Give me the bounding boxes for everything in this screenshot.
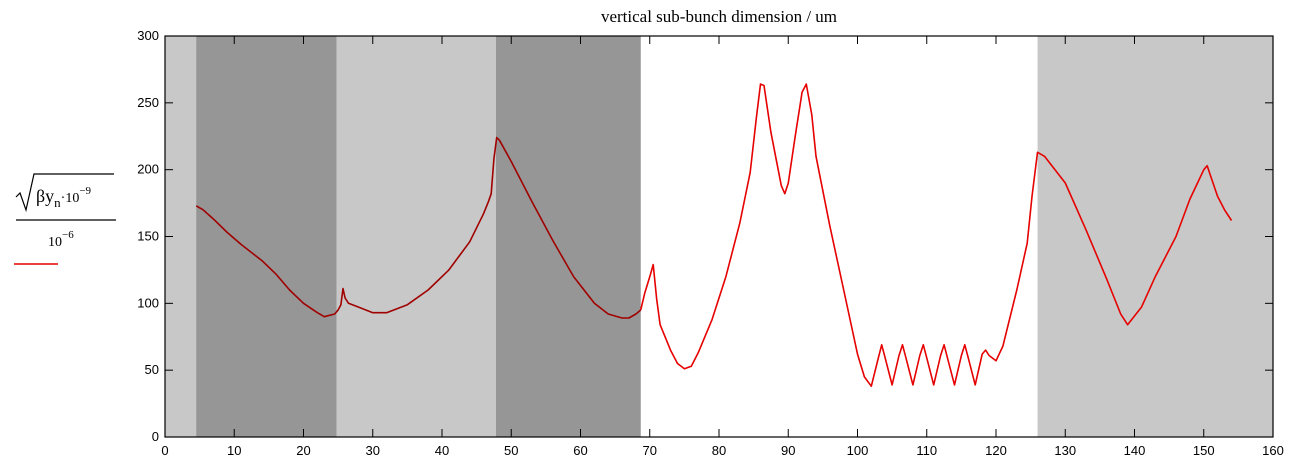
shaded-band-3: [496, 36, 641, 437]
x-tick-label: 100: [847, 443, 869, 458]
y-label-symbol: βy: [36, 186, 54, 206]
y-tick-label: 300: [137, 28, 159, 43]
y-tick-label: 150: [137, 229, 159, 244]
chart-title: vertical sub-bunch dimension / um: [601, 7, 837, 26]
x-tick-label: 110: [916, 443, 937, 458]
shaded-band-1: [196, 36, 337, 437]
x-tick-label: 140: [1124, 443, 1146, 458]
x-tick-label: 30: [366, 443, 380, 458]
y-label-den-base: 10: [48, 235, 62, 250]
x-tick-label: 40: [435, 443, 449, 458]
series-line-light-segment: [639, 83, 1233, 388]
x-tick-label: 70: [643, 443, 657, 458]
x-tick-label: 50: [504, 443, 518, 458]
shaded-bands: [165, 36, 1273, 437]
x-tick-label: 130: [1054, 443, 1076, 458]
tick-marks: [164, 35, 1274, 438]
x-tick-label: 10: [227, 443, 241, 458]
x-tick-label: 0: [161, 443, 168, 458]
x-tick-labels: 0 10 20 30 40 50 60 70 80 90 100 110 120 130 140 150 160: [161, 443, 1283, 458]
y-tick-label: 100: [137, 295, 159, 310]
y-label-denominator: 10−6: [48, 229, 74, 250]
y-tick-label: 0: [152, 429, 159, 444]
x-tick-label: 80: [712, 443, 726, 458]
y-label-mult-exponent: −9: [79, 185, 91, 197]
x-tick-label: 160: [1262, 443, 1284, 458]
x-tick-label: 60: [573, 443, 587, 458]
y-tick-label: 200: [137, 162, 159, 177]
shaded-band-4: [1037, 36, 1273, 437]
x-tick-label: 150: [1193, 443, 1215, 458]
legend-swatch: [14, 263, 58, 265]
y-tick-labels: 0 50 100 150 200 250 300: [137, 28, 159, 444]
y-tick-label: 50: [145, 362, 159, 377]
y-label-subscript: n: [54, 195, 61, 210]
y-tick-label: 250: [137, 95, 159, 110]
y-label-numerator: βyn·10−9: [36, 185, 92, 210]
y-axis-label-graphic: βyn·10−9 10−6: [15, 173, 116, 250]
y-label-multiplier: ·10: [61, 191, 80, 206]
shaded-band-2: [336, 36, 497, 437]
y-label-den-exponent: −6: [62, 229, 74, 241]
x-tick-label: 90: [781, 443, 795, 458]
x-tick-label: 20: [296, 443, 310, 458]
y-axis-label: βyn·10−9 10−6: [12, 170, 120, 270]
data-series: [195, 83, 1233, 388]
series-line-dark-segment: [195, 136, 642, 319]
sqrt-radical: [15, 173, 114, 213]
x-tick-label: 120: [985, 443, 1007, 458]
